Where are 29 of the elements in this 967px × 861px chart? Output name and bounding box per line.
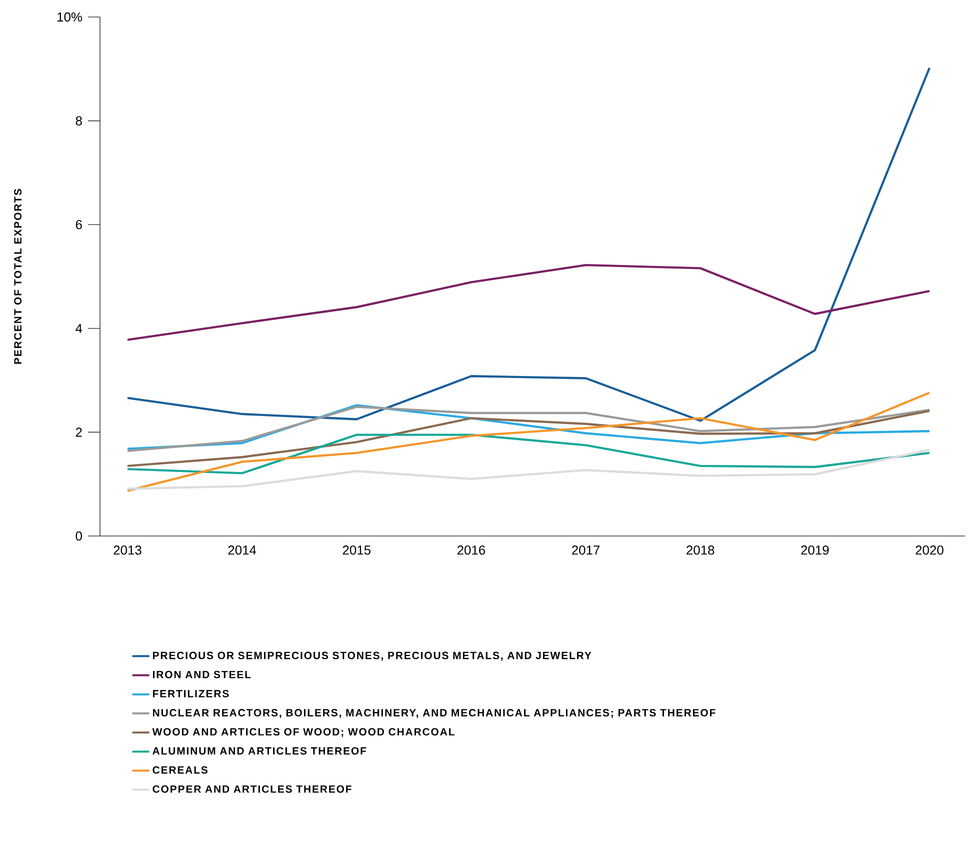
x-tick-label: 2013: [114, 546, 142, 555]
y-tick-label: 6: [76, 220, 82, 230]
x-tick-label: 2014: [228, 546, 256, 555]
line-series: [126, 66, 931, 422]
x-tick-label: 2018: [686, 546, 714, 555]
y-tick-label: 0: [76, 531, 82, 541]
y-tick-label: 2: [76, 428, 82, 437]
x-tick-label: 2016: [457, 546, 486, 555]
legend-label: ALUMINUM AND ARTICLES THEREOF: [152, 747, 366, 755]
x-tick-label: 2015: [342, 546, 370, 555]
legend-label: NUCLEAR REACTORS, BOILERS, MACHINERY, AND MECHANICAL APPLIANCES; PARTS THEREOF: [153, 709, 716, 718]
legend-label: PRECIOUS OR SEMIPRECIOUS STONES, PRECIOUS METALS, AND JEWELRY: [153, 652, 592, 661]
legend-label: FERTILIZERS: [153, 690, 229, 698]
y-tick-label: 10%: [58, 12, 82, 22]
line-series: [126, 434, 931, 474]
y-axis-title: PERCENT OF TOTAL EXPORTS: [14, 188, 22, 364]
line-series: [126, 410, 931, 468]
line-series: [126, 448, 931, 490]
legend-label: IRON AND STEEL: [153, 670, 251, 678]
y-tick-label: 8: [76, 116, 82, 126]
x-tick-label: 2017: [572, 546, 600, 555]
legend-label: CEREALS: [152, 766, 208, 774]
x-tick-label: 2019: [801, 546, 829, 555]
y-tick-label: 4: [76, 324, 82, 333]
x-tick-label: 2020: [916, 546, 944, 555]
line-series: [126, 392, 931, 492]
legend-label: COPPER AND ARTICLES THEREOF: [152, 785, 352, 793]
legend-label: WOOD AND ARTICLES OF WOOD; WOOD CHARCOAL: [152, 728, 454, 738]
line-series: [126, 264, 931, 341]
